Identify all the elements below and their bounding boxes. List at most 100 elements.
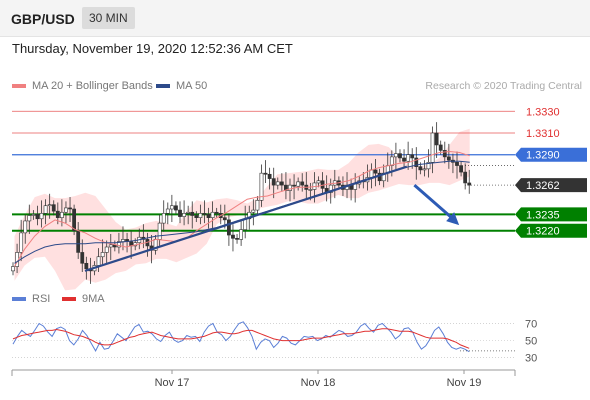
candle-body (463, 171, 468, 184)
candle-body (100, 252, 105, 258)
candle-body (251, 209, 256, 213)
candle-body (455, 162, 459, 166)
rsi-line (12, 321, 470, 353)
candle-body (369, 169, 374, 178)
candle-body (446, 156, 451, 161)
candle-body (178, 209, 182, 217)
candle-body (157, 222, 162, 240)
candle-body (35, 214, 40, 220)
candle-body (222, 217, 227, 221)
level-tag-1.3290 (515, 147, 587, 162)
legend-9ma: 9MA (62, 293, 105, 305)
candle-body (263, 172, 268, 175)
candle-body (459, 165, 463, 173)
candle-body (328, 184, 333, 194)
level-label-1.3220: 1.3220 (526, 226, 560, 238)
candle-body (434, 132, 439, 146)
candle-body (259, 172, 264, 201)
candle-body (296, 181, 301, 187)
x-tick-label: Nov 18 (301, 377, 336, 389)
rsi-tick-30: 30 (525, 353, 537, 365)
support-trendline (84, 165, 408, 272)
candle-body (84, 262, 89, 270)
candle-body (389, 156, 394, 166)
current-price-label: 1.3262 (526, 180, 560, 192)
timeframe-button[interactable]: 30 MIN (82, 7, 135, 29)
candle-body (202, 213, 207, 215)
candle-body (104, 246, 109, 253)
candle-body (279, 181, 284, 186)
rsi-tick-50: 50 (525, 336, 537, 348)
candle-body (430, 132, 435, 163)
candle-body (226, 219, 231, 236)
datetime-label: Thursday, November 19, 2020 12:52:36 AM … (12, 41, 293, 56)
candle-body (108, 244, 113, 248)
candle-body (308, 189, 313, 191)
legend-swatch (62, 297, 76, 301)
candle-body (194, 215, 199, 218)
bollinger-band (14, 128, 470, 291)
candle-body (117, 241, 121, 248)
candle-body (231, 234, 235, 239)
candle-body (186, 211, 191, 214)
candle-body (300, 181, 305, 186)
candle-body (39, 213, 44, 220)
candle-body (23, 220, 28, 234)
candle-body (402, 157, 406, 162)
forecast-arrow (413, 183, 454, 220)
legend-ma20: MA 20 + Bollinger Bands (12, 80, 153, 92)
candle-body (19, 232, 24, 253)
candle-body (182, 213, 186, 217)
candle-body (271, 178, 276, 186)
candle-body (210, 211, 215, 218)
candle-body (398, 153, 402, 159)
candle-body (292, 184, 296, 187)
x-tick-label: Nov 17 (155, 377, 190, 389)
candle-body (288, 184, 292, 191)
candle-body (426, 162, 431, 170)
candle-body (467, 182, 472, 186)
candle-body (214, 211, 219, 214)
candle-body (198, 213, 203, 218)
legend-rsi: RSI (12, 293, 50, 305)
candle-body (80, 252, 85, 264)
forecast-arrow-head (446, 212, 460, 226)
candle-body (43, 205, 48, 214)
candle-body (373, 169, 378, 174)
candle-body (96, 256, 101, 266)
rsi-ma-line (12, 328, 470, 349)
level-tag-1.3235 (515, 207, 587, 222)
candle-body (275, 181, 280, 186)
candle-body (169, 205, 174, 210)
credit-text: Research © 2020 Trading Central (425, 80, 582, 92)
x-tick-label: Nov 19 (447, 377, 482, 389)
candle-body (31, 214, 36, 216)
candle-body (442, 150, 447, 158)
legend-swatch (12, 297, 26, 301)
candle-body (422, 168, 427, 171)
candle-body (64, 207, 68, 213)
legend-label: MA 50 (176, 80, 208, 92)
candle-body (55, 210, 60, 218)
symbol-label: GBP/USD (11, 11, 75, 27)
legend-swatch (12, 84, 26, 88)
candle-body (161, 213, 166, 224)
legend-label: MA 20 + Bollinger Bands (32, 80, 153, 92)
candle-body (239, 229, 244, 240)
candle-body (190, 211, 195, 216)
candle-body (11, 266, 15, 272)
legend-ma50: MA 50 (156, 80, 207, 92)
candle-body (121, 239, 125, 242)
legend-swatch (156, 84, 170, 88)
current-price-tag (515, 178, 587, 193)
candle-body (316, 180, 321, 184)
candle-body (414, 157, 419, 167)
candle-body (267, 173, 272, 179)
candle-body (206, 214, 211, 218)
candle-body (174, 205, 178, 211)
legend-label: 9MA (82, 293, 105, 305)
level-label-1.3290: 1.3290 (526, 150, 560, 162)
candle-body (59, 211, 64, 218)
